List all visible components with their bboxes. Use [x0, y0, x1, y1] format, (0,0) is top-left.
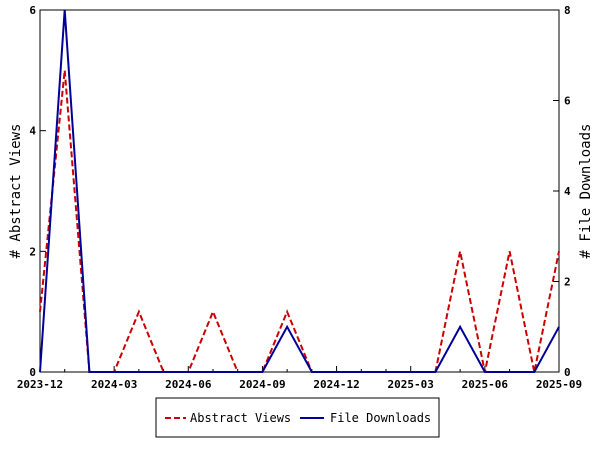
plot-area: [39, 9, 560, 373]
legend-box: [155, 397, 440, 438]
legend-label-file-downloads: File Downloads: [330, 411, 431, 425]
y-left-tick-label: 6: [29, 4, 36, 17]
x-tick-label: 2025-06: [462, 378, 509, 391]
y-right-tick-label: 4: [564, 185, 571, 198]
x-tick-label: 2024-09: [239, 378, 285, 391]
y-left-tick-label: 0: [29, 366, 36, 379]
series-layer: [39, 9, 560, 373]
y-right-tick-label: 6: [564, 95, 571, 108]
legend-label-abstract-views: Abstract Views: [190, 411, 291, 425]
x-tick-label: 2024-03: [91, 378, 137, 391]
y-right-tick-label: 0: [564, 366, 571, 379]
x-tick-label: 2025-09: [536, 378, 582, 391]
y-right-tick-label: 8: [564, 4, 571, 17]
x-tick-label: 2025-03: [388, 378, 434, 391]
legend: Abstract Views File Downloads: [155, 397, 440, 438]
series-line-file-downloads: [39, 9, 560, 373]
y-right-tick-label: 2: [564, 276, 571, 289]
y-axis-left-title: # Abstract Views: [8, 124, 24, 259]
x-tick-label: 2024-06: [165, 378, 212, 391]
y-axis-right-title: # File Downloads: [578, 124, 594, 259]
y-axis-right: 0 2 4 6 8: [553, 4, 571, 379]
x-tick-label: 2024-12: [313, 378, 359, 391]
series-line-abstract-views: [39, 70, 560, 373]
y-axis-left: 0 2 4 6: [29, 4, 46, 379]
x-axis: 2023-12 2024-03 2024-06 2024-09 2024-12 2025-…: [17, 366, 582, 391]
y-left-tick-label: 2: [29, 245, 36, 258]
x-tick-label: 2023-12: [17, 378, 63, 391]
y-left-tick-label: 4: [29, 125, 36, 138]
